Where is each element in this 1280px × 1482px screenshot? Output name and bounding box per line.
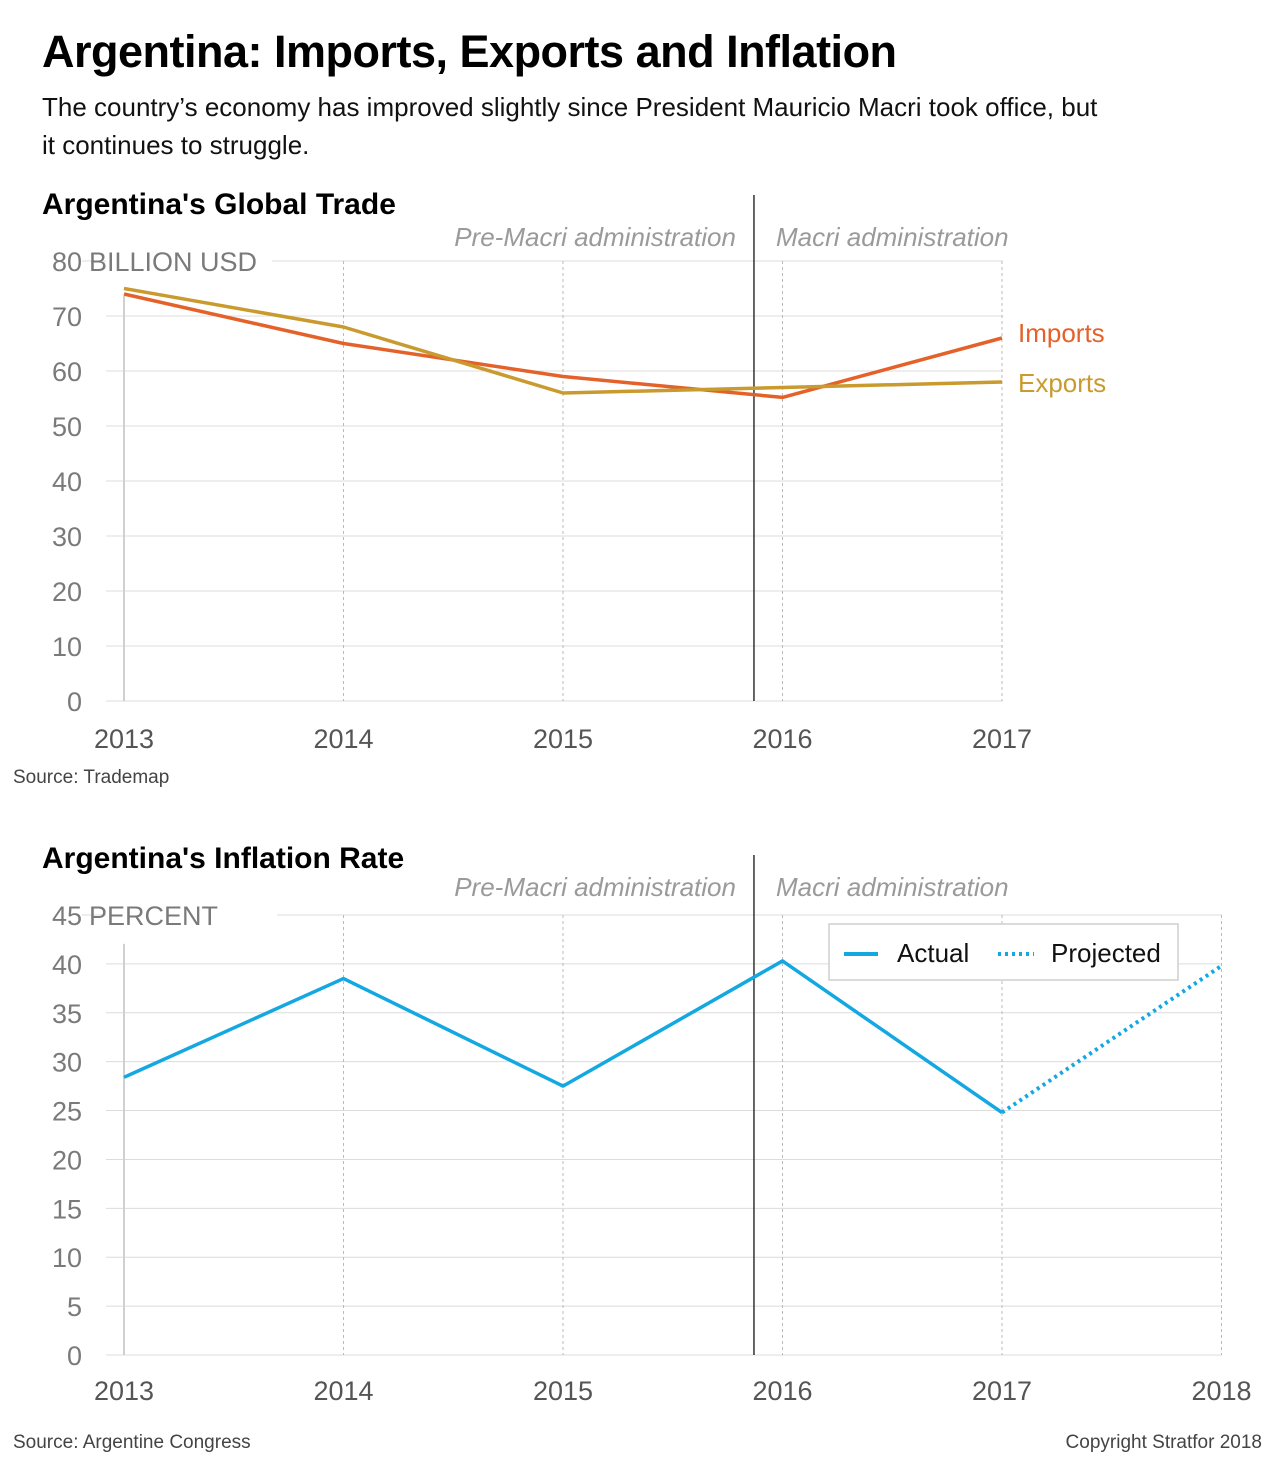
y-unit-label: BILLION USD bbox=[89, 247, 257, 277]
x-tick-label: 2014 bbox=[313, 1376, 373, 1406]
page-title: Argentina: Imports, Exports and Inflatio… bbox=[42, 26, 897, 77]
era-label-pre: Pre-Macri administration bbox=[454, 872, 736, 902]
x-tick-label: 2015 bbox=[533, 1376, 593, 1406]
x-tick-label: 2017 bbox=[972, 724, 1032, 754]
y-tick-label: 20 bbox=[52, 1145, 82, 1175]
x-tick-label: 2013 bbox=[94, 1376, 154, 1406]
legend-label-projected: Projected bbox=[1051, 938, 1161, 968]
y-tick-label: 35 bbox=[52, 999, 82, 1029]
series-label-exports: Exports bbox=[1018, 368, 1106, 398]
era-label-macri: Macri administration bbox=[776, 872, 1009, 902]
chart-inflation: Argentina's Inflation Rate 0 5 10 15 20 25 30 35… bbox=[13, 842, 1252, 1453]
y-tick-label: 10 bbox=[52, 632, 82, 662]
y-tick-label: 40 bbox=[52, 467, 82, 497]
y-tick-label: 40 bbox=[52, 950, 82, 980]
y-unit-label: PERCENT bbox=[89, 901, 218, 931]
chart-title: Argentina's Global Trade bbox=[42, 188, 396, 221]
x-tick-label: 2018 bbox=[1191, 1376, 1251, 1406]
era-label-pre: Pre-Macri administration bbox=[454, 222, 736, 252]
x-tick-label: 2016 bbox=[752, 1376, 812, 1406]
x-tick-label: 2015 bbox=[533, 724, 593, 754]
y-tick-label: 30 bbox=[52, 1048, 82, 1078]
series-label-imports: Imports bbox=[1018, 318, 1105, 348]
series-line-projected bbox=[1000, 964, 1223, 1115]
y-tick-label: 20 bbox=[52, 577, 82, 607]
source-note: Source: Trademap bbox=[13, 767, 169, 788]
legend: Actual Projected bbox=[828, 923, 1179, 981]
y-tick-label: 60 bbox=[52, 357, 82, 387]
x-tick-label: 2013 bbox=[94, 724, 154, 754]
source-note: Source: Argentine Congress bbox=[13, 1432, 251, 1453]
legend-box bbox=[828, 923, 1179, 981]
x-tick-label: 2014 bbox=[313, 724, 373, 754]
chart-trade: Argentina's Global Trade 0 10 20 30 40 50 60 70 8… bbox=[13, 188, 1106, 788]
y-tick-label: 30 bbox=[52, 522, 82, 552]
page-subtitle: The country’s economy has improved sligh… bbox=[42, 92, 1098, 160]
y-tick-label: 50 bbox=[52, 412, 82, 442]
y-tick-label: 0 bbox=[67, 687, 82, 717]
y-tick-label: 5 bbox=[67, 1292, 82, 1322]
chart-title: Argentina's Inflation Rate bbox=[42, 842, 404, 875]
x-tick-label: 2016 bbox=[752, 724, 812, 754]
y-tick-label: 10 bbox=[52, 1243, 82, 1273]
y-tick-label: 45 bbox=[52, 901, 82, 931]
x-tick-label: 2017 bbox=[972, 1376, 1032, 1406]
legend-label-actual: Actual bbox=[897, 938, 969, 968]
y-tick-label: 25 bbox=[52, 1097, 82, 1127]
y-tick-label: 80 bbox=[52, 247, 82, 277]
copyright-note: Copyright Stratfor 2018 bbox=[1066, 1432, 1262, 1453]
y-tick-label: 70 bbox=[52, 302, 82, 332]
y-tick-label: 15 bbox=[52, 1194, 82, 1224]
era-label-macri: Macri administration bbox=[776, 222, 1009, 252]
y-tick-label: 0 bbox=[67, 1341, 82, 1371]
